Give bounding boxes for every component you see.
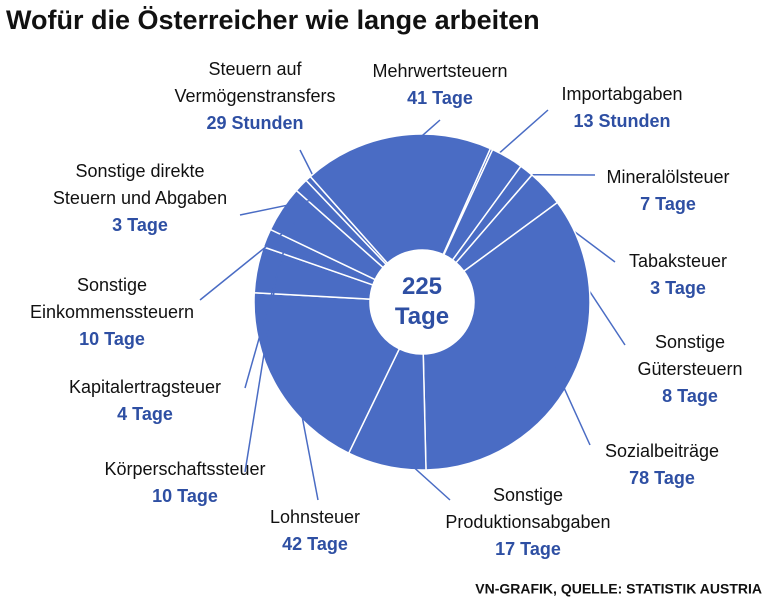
category-label: Sonstige Gütersteuern [637, 332, 742, 379]
category-label: Mehrwertsteuern [372, 61, 507, 81]
category-label: Tabaksteuer [629, 251, 727, 271]
source: VN-GRAFIK, QUELLE: STATISTIK AUSTRIA [475, 581, 762, 597]
leader-line [199, 219, 300, 301]
category-label: Sonstige Produktionsabgaben [445, 485, 610, 532]
donut-segment [253, 291, 401, 455]
leader-line [244, 273, 278, 473]
value-label: 42 Tage [282, 534, 348, 554]
value-label: 8 Tage [662, 386, 718, 406]
leader-line [239, 198, 316, 216]
leader-line [390, 445, 451, 501]
value-label: 4 Tage [117, 404, 173, 424]
value-label: 13 Stunden [573, 111, 670, 131]
value-label: 41 Tage [407, 88, 473, 108]
donut-segment [422, 201, 591, 471]
category-label: Lohnsteuer [270, 507, 360, 527]
donut-segment [309, 133, 492, 265]
chart-title: Wofür die Österreicher wie lange arbeite… [6, 5, 540, 35]
leader-line [554, 366, 591, 446]
leader-line [398, 119, 441, 157]
category-label: Steuern auf Vermögenstransfers [174, 59, 335, 106]
category-label: Kapitalertragsteuer [69, 377, 221, 397]
value-label: 3 Tage [112, 215, 168, 235]
value-label: 29 Stunden [206, 113, 303, 133]
value-label: 10 Tage [152, 486, 218, 506]
donut-hole [372, 252, 472, 352]
center-label: 225 Tage [395, 273, 449, 330]
value-label: 17 Tage [495, 539, 561, 559]
category-label: Sozialbeiträge [605, 441, 719, 461]
category-label: Sonstige Einkommenssteuern [30, 275, 194, 322]
leader-line [293, 376, 319, 501]
value-label: 78 Tage [629, 468, 695, 488]
value-label: 10 Tage [79, 329, 145, 349]
category-label: Körperschaftssteuer [104, 459, 265, 479]
value-label: 3 Tage [650, 278, 706, 298]
value-label: 7 Tage [640, 194, 696, 214]
leader-line [244, 245, 287, 389]
category-label: Mineralölsteuer [606, 167, 729, 187]
category-label: Importabgaben [561, 84, 682, 104]
category-label: Sonstige direkte Steuern und Abgaben [53, 161, 227, 208]
